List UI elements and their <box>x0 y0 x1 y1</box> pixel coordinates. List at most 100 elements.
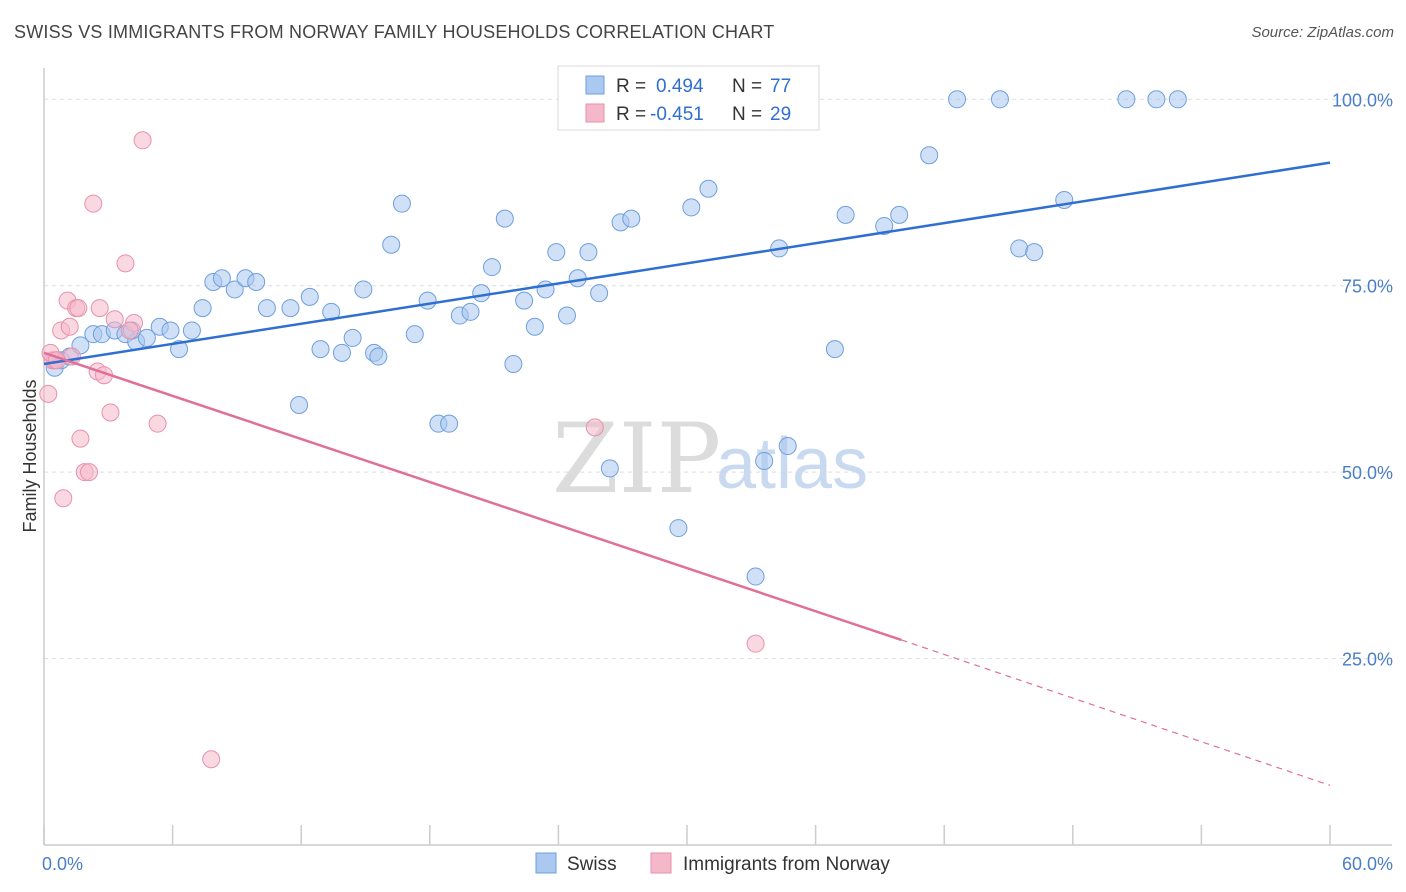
norway-trend-line <box>43 351 902 642</box>
norway-point <box>84 194 103 213</box>
norway-point <box>746 634 765 653</box>
watermark-atlas: atlas <box>716 424 868 504</box>
swiss-point <box>290 396 309 415</box>
swiss-point <box>600 459 619 478</box>
legend-n-value: 77 <box>770 76 791 97</box>
legend-r-label: R = <box>616 104 646 125</box>
swiss-point <box>212 269 231 288</box>
gridlines <box>44 98 1392 660</box>
swiss-point <box>525 317 544 336</box>
legend-swatch-norway <box>650 852 672 874</box>
stats-legend: R = 0.494 N = 77 R = -0.451 N = 29 <box>557 65 820 131</box>
swiss-point <box>825 340 844 359</box>
norway-point <box>148 414 167 433</box>
swiss-point <box>1168 90 1187 109</box>
norway-point <box>133 131 152 150</box>
swiss-point <box>1010 239 1029 258</box>
legend-n-value: 29 <box>770 104 791 125</box>
norway-point <box>90 299 109 318</box>
swiss-point <box>461 302 480 321</box>
legend-r-value: 0.494 <box>656 76 704 97</box>
y-tick-label: 100.0% <box>1332 90 1393 110</box>
swiss-point <box>332 343 351 362</box>
swiss-point <box>875 217 894 236</box>
swiss-point <box>382 235 401 254</box>
swiss-point <box>579 243 598 262</box>
swiss-point <box>247 272 266 291</box>
swiss-point <box>504 355 523 374</box>
swiss-point <box>836 205 855 224</box>
legend-n-label: N = <box>732 76 762 97</box>
x-tick-labels: 0.0% 60.0% <box>42 854 1393 874</box>
norway-point <box>60 317 79 336</box>
swiss-point <box>300 287 319 306</box>
swiss-point <box>193 299 212 318</box>
watermark-zip: ZIP <box>552 403 721 515</box>
norway-point <box>69 299 88 318</box>
swiss-point <box>440 414 459 433</box>
y-tick-label: 75.0% <box>1342 277 1393 297</box>
swiss-point <box>746 567 765 586</box>
swiss-point <box>948 90 967 109</box>
swiss-point <box>354 280 373 299</box>
swiss-point <box>568 269 587 288</box>
swiss-point <box>392 194 411 213</box>
trend-lines <box>43 161 1331 786</box>
norway-point <box>54 489 73 508</box>
swiss-point <box>1025 243 1044 262</box>
swiss-point <box>182 321 201 340</box>
legend-r-value: -0.451 <box>650 104 704 125</box>
swiss-point <box>137 328 156 347</box>
swiss-point <box>669 519 688 538</box>
swiss-point <box>257 299 276 318</box>
swiss-point <box>495 209 514 228</box>
swiss-point <box>1147 90 1166 109</box>
chart-title: SWISS VS IMMIGRANTS FROM NORWAY FAMILY H… <box>14 22 775 42</box>
swiss-point <box>161 321 180 340</box>
norway-point <box>71 429 90 448</box>
swiss-point <box>590 284 609 303</box>
swiss-point <box>699 179 718 198</box>
norway-point <box>39 384 58 403</box>
y-tick-label: 25.0% <box>1342 650 1393 670</box>
series-legend: Swiss Immigrants from Norway <box>535 852 890 875</box>
y-axis-label: Family Households <box>20 379 40 532</box>
swiss-point <box>472 284 491 303</box>
swiss-point <box>418 291 437 310</box>
legend-swatch-swiss <box>585 75 605 95</box>
swiss-point <box>778 437 797 456</box>
legend-r-label: R = <box>616 76 646 97</box>
swiss-point <box>482 258 501 277</box>
legend-n-label: N = <box>732 104 762 125</box>
norway-point <box>80 463 99 482</box>
norway-point <box>202 750 221 769</box>
legend-label-swiss: Swiss <box>567 854 617 875</box>
swiss-point <box>515 291 534 310</box>
legend-swatch-swiss <box>535 852 557 874</box>
norway-point <box>101 403 120 422</box>
norway-point <box>105 310 124 329</box>
source-credit: Source: ZipAtlas.com <box>1251 24 1394 41</box>
norway-point <box>116 254 135 273</box>
swiss-point <box>322 302 341 321</box>
swiss-point <box>682 198 701 217</box>
swiss-point <box>920 146 939 165</box>
norway-point <box>120 321 139 340</box>
norway-trend-extension <box>901 639 1331 786</box>
swiss-point <box>890 205 909 224</box>
swiss-point <box>225 280 244 299</box>
swiss-point <box>547 243 566 262</box>
axes <box>43 68 1392 846</box>
swiss-point <box>755 451 774 470</box>
swiss-point <box>369 347 388 366</box>
swiss-point <box>170 340 189 359</box>
swiss-point <box>343 328 362 347</box>
swiss-point <box>557 306 576 325</box>
swiss-point <box>281 299 300 318</box>
y-tick-label: 50.0% <box>1342 463 1393 483</box>
x-tick-label: 60.0% <box>1342 854 1393 874</box>
swiss-point <box>405 325 424 344</box>
swiss-point <box>990 90 1009 109</box>
swiss-point <box>1117 90 1136 109</box>
swiss-point <box>622 209 641 228</box>
